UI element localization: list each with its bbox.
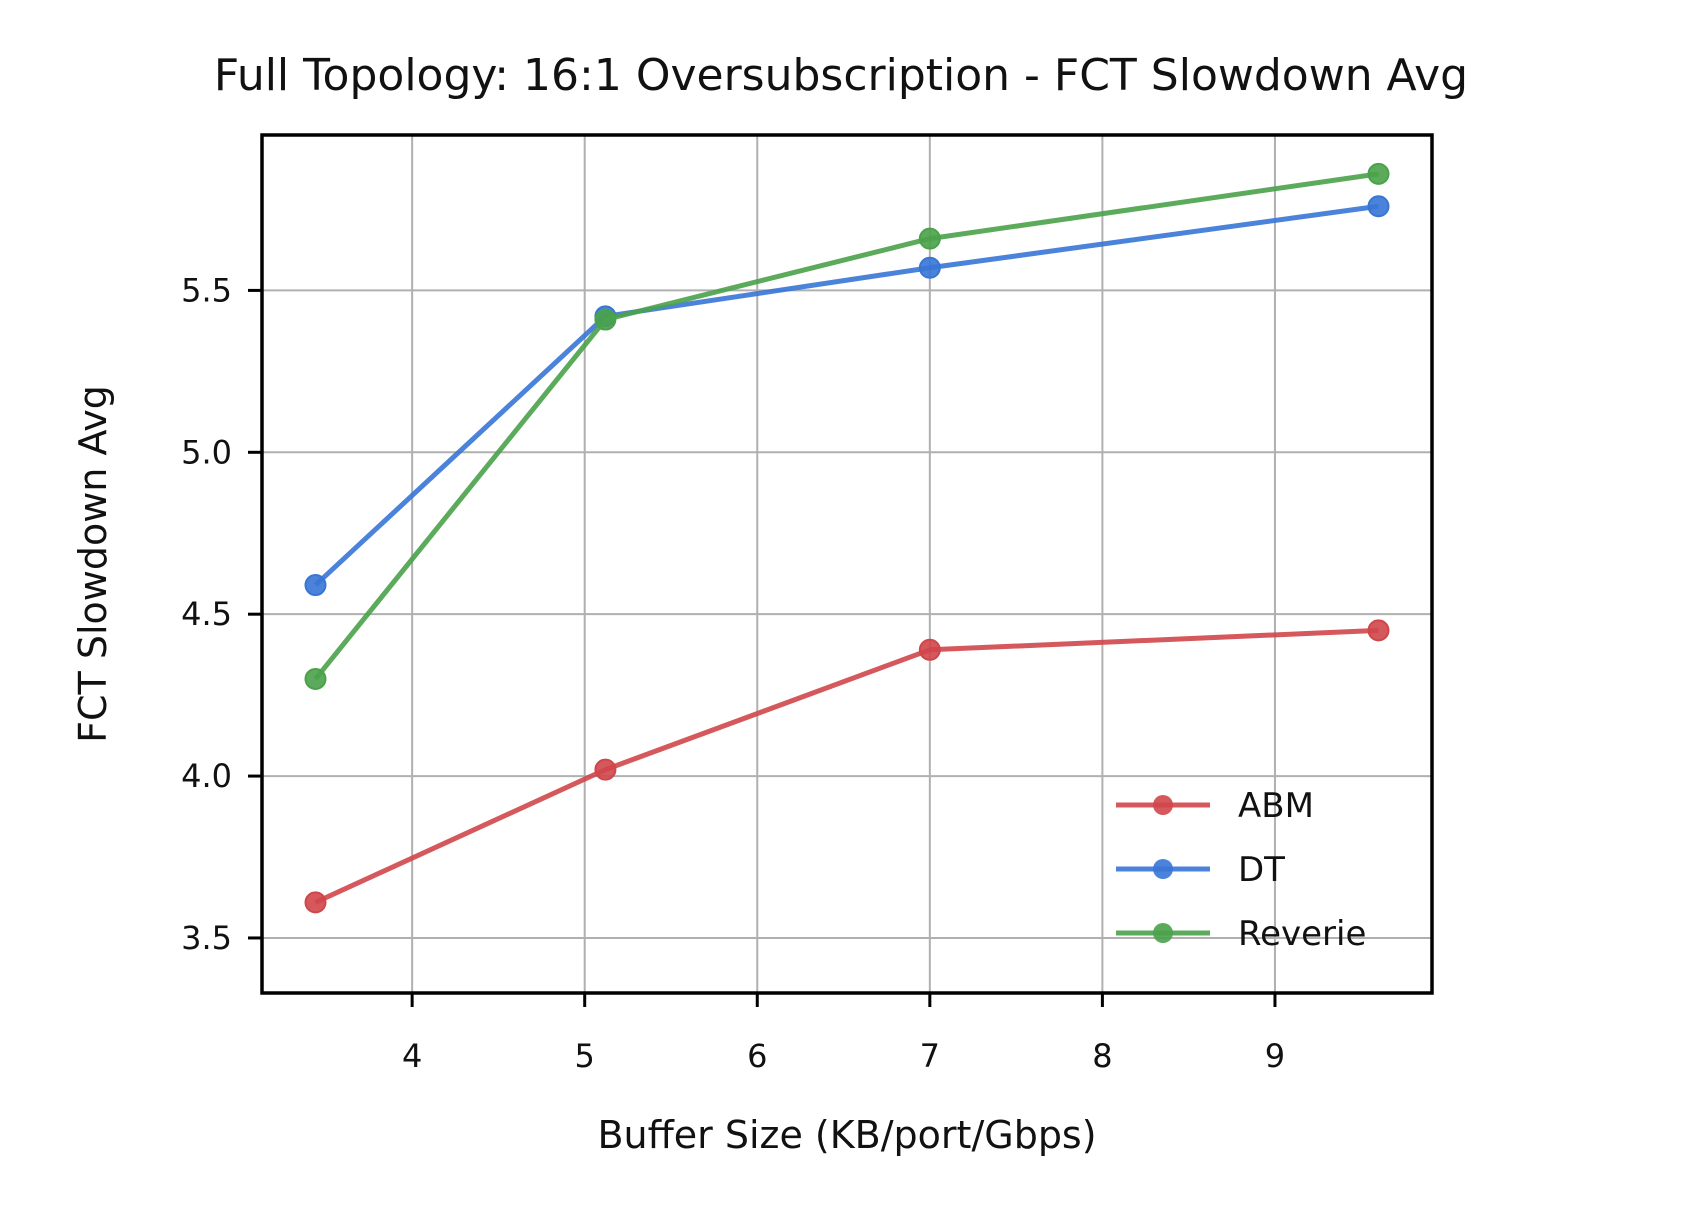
data-point-reverie-3 (1367, 162, 1390, 185)
x-tick-label-0: 4 (402, 1037, 422, 1075)
x-tick-label-2: 6 (747, 1037, 767, 1075)
series-line-abm (314, 627, 1379, 905)
plot-frame (260, 133, 1434, 995)
y-tick-label-0: 3.5 (181, 919, 232, 957)
data-point-abm-1 (594, 758, 617, 781)
y-tick-label-2: 4.5 (181, 595, 232, 633)
x-axis-label: Buffer Size (KB/port/Gbps) (597, 1113, 1096, 1157)
axis-ticks: 4 5 6 7 8 9 3.5 4.0 4.5 5.0 5.5 (181, 271, 1285, 1075)
data-point-reverie-1 (594, 308, 617, 331)
data-point-abm-2 (918, 638, 941, 661)
series-line-dt (313, 203, 1379, 587)
data-point-abm-3 (1367, 619, 1390, 642)
x-tick-label-1: 5 (575, 1037, 595, 1075)
legend-marker-dt (1153, 859, 1173, 879)
legend-label-reverie: Reverie (1238, 914, 1366, 954)
data-point-reverie-2 (918, 227, 941, 250)
x-tick-label-5: 9 (1265, 1037, 1285, 1075)
x-tick-label-3: 7 (920, 1037, 940, 1075)
legend-marker-abm (1153, 795, 1173, 815)
series-lines (304, 162, 1390, 914)
x-tick-label-4: 8 (1092, 1037, 1112, 1075)
legend-label-abm: ABM (1238, 786, 1314, 826)
y-axis-label: FCT Slowdown Avg (71, 385, 115, 743)
chart-title: Full Topology: 16:1 Oversubscription - F… (214, 50, 1468, 101)
data-point-abm-0 (304, 891, 327, 914)
data-point-dt-3 (1367, 195, 1390, 218)
y-tick-label-1: 4.0 (181, 757, 232, 795)
legend-label-dt: DT (1238, 850, 1285, 890)
y-tick-label-4: 5.5 (181, 271, 232, 309)
series-line-reverie (313, 171, 1379, 681)
y-tick-label-3: 5.0 (181, 433, 232, 471)
legend: ABM DT Reverie (1116, 786, 1366, 954)
data-point-dt-2 (918, 256, 941, 279)
data-point-dt-0 (304, 574, 327, 597)
data-point-reverie-0 (304, 667, 327, 690)
grid-lines (262, 135, 1432, 993)
legend-marker-reverie (1153, 923, 1173, 943)
